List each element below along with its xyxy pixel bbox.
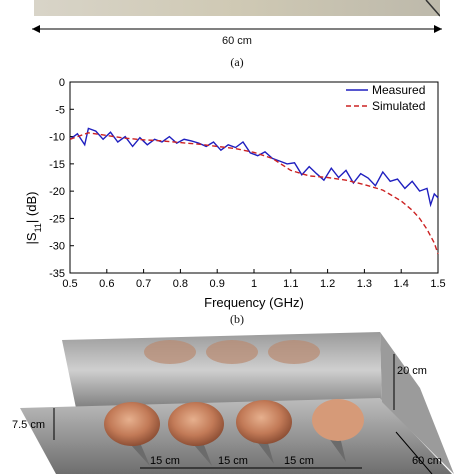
x-tick-label: 1.1 <box>283 278 298 290</box>
x-tick-label: 0.7 <box>136 278 151 290</box>
y-tick-label: 0 <box>59 77 65 89</box>
dimension-line-width <box>395 431 433 474</box>
x-tick-label: 1.2 <box>320 278 335 290</box>
dimension-label-60cm: 60 cm <box>222 35 252 47</box>
photo-c-antenna-array: 20 cm 7.5 cm 60 cm 15 cm 15 cm 15 cm <box>0 328 474 474</box>
s11-chart: 0.5 0.6 0.7 0.8 0.9 1 1.1 1.2 1.3 1.4 1.5 0 -5 -10 -15… <box>24 77 446 310</box>
y-tick-label: -10 <box>49 132 65 144</box>
y-axis-label: |S11| (dB) <box>24 192 43 245</box>
legend-label-simulated: Simulated <box>372 99 425 113</box>
dimension-spacing-2-label: 15 cm <box>218 455 248 467</box>
y-tick-label: -25 <box>49 213 65 225</box>
y-tick-label: -35 <box>49 268 65 280</box>
dimension-height-label: 20 cm <box>397 365 427 377</box>
y-tick-label: -20 <box>49 186 65 198</box>
x-tick-label: 1.5 <box>430 278 445 290</box>
y-tick-label: -15 <box>49 159 65 171</box>
y-tick-label: -30 <box>49 241 65 253</box>
photo-a-board-edge <box>34 0 440 17</box>
y-tick-label: -5 <box>55 104 65 116</box>
x-tick-label: 0.5 <box>62 278 77 290</box>
dimension-spacing-1-label: 15 cm <box>150 455 180 467</box>
x-tick-label: 0.8 <box>173 278 188 290</box>
series-line-measured <box>69 127 439 208</box>
x-axis-label: Frequency (GHz) <box>204 295 304 310</box>
x-tick-label: 1.3 <box>357 278 372 290</box>
antenna-element-4 <box>312 399 364 462</box>
dimension-arrow-60cm <box>32 25 442 33</box>
x-tick-label: 0.9 <box>210 278 225 290</box>
antenna-element-1 <box>104 402 160 466</box>
dimension-width-label: 60 cm <box>412 455 442 467</box>
dimension-spacing-3-label: 15 cm <box>284 455 314 467</box>
antenna-element-2 <box>168 402 224 466</box>
antenna-element-3 <box>236 400 292 464</box>
dimension-depth-label: 7.5 cm <box>12 419 45 431</box>
x-tick-label: 1 <box>251 278 257 290</box>
caption-a: (a) <box>230 55 244 69</box>
series-line-simulated <box>69 132 439 255</box>
caption-b: (b) <box>230 312 244 326</box>
x-tick-label: 0.6 <box>99 278 114 290</box>
x-tick-label: 1.4 <box>394 278 409 290</box>
legend-label-measured: Measured <box>372 83 425 97</box>
